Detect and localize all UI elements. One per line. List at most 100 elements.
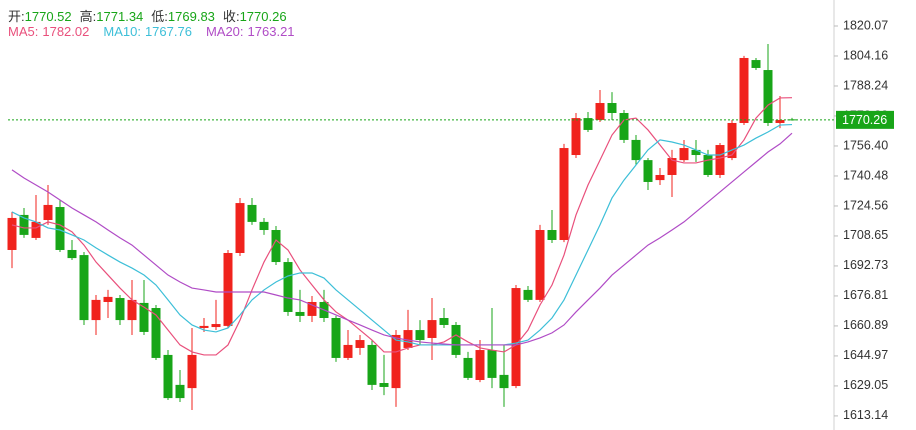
candle-body xyxy=(691,149,701,156)
ohlc-separator: : xyxy=(92,9,97,24)
ohlc-value: 1771.34 xyxy=(96,9,144,24)
candle-body xyxy=(427,320,437,338)
candle-body xyxy=(547,230,557,240)
candle-body xyxy=(631,139,641,161)
legend-separator: : xyxy=(239,24,244,39)
candle-body xyxy=(43,204,53,221)
candle-body xyxy=(475,350,485,380)
ohlc-value: 1770.52 xyxy=(24,9,72,24)
candle-body xyxy=(391,334,401,389)
candle-body xyxy=(487,350,497,378)
candle-body xyxy=(55,207,65,250)
y-tick-label: 1724.56 xyxy=(843,198,888,212)
legend-value: 1763.21 xyxy=(247,24,295,39)
legend-separator: : xyxy=(137,24,141,39)
candle-body xyxy=(403,330,413,348)
candle-body xyxy=(103,296,113,302)
candle-body xyxy=(79,255,89,321)
legend-name: MA10 xyxy=(103,24,138,39)
candle-body xyxy=(595,103,605,120)
current-price-label: 1770.26 xyxy=(842,113,887,127)
y-tick-label: 1740.48 xyxy=(843,168,888,182)
candle-body xyxy=(715,145,725,175)
candle-body xyxy=(451,324,461,355)
ohlc-separator: : xyxy=(235,9,240,24)
y-tick-label: 1804.16 xyxy=(843,48,888,62)
ma-legend: MA5: 1782.02 MA10: 1767.76 MA20: 1763.21 xyxy=(8,24,295,39)
candle-body xyxy=(127,299,137,321)
ohlc-label: 低 xyxy=(151,9,165,24)
candle-body xyxy=(583,118,593,130)
legend-separator: : xyxy=(34,24,39,39)
ohlc-label: 开 xyxy=(8,9,22,24)
candle-body xyxy=(643,160,653,182)
candle-body xyxy=(67,249,77,259)
candle-body xyxy=(607,103,617,113)
candle-body xyxy=(211,324,221,328)
legend-name: MA5 xyxy=(8,24,35,39)
legend-name: MA20 xyxy=(205,24,240,39)
candle-body xyxy=(571,118,581,156)
candle-body xyxy=(295,311,305,316)
y-tick-label: 1676.81 xyxy=(843,288,888,302)
ohlc-label: 高 xyxy=(79,9,93,24)
y-tick-label: 1692.73 xyxy=(843,258,888,272)
candle-body xyxy=(751,60,761,68)
candle-body xyxy=(235,203,245,253)
candle-body xyxy=(463,357,473,378)
candle-body xyxy=(523,289,533,300)
candle-body xyxy=(355,340,365,348)
candle-body xyxy=(415,330,425,341)
ohlc-header: 开:1770.52 高:1771.34 低:1769.83 收:1770.26 xyxy=(8,6,287,25)
candle-body xyxy=(619,112,629,140)
candle-body xyxy=(175,384,185,399)
y-tick-label: 1629.05 xyxy=(843,378,888,392)
legend-value: 1767.76 xyxy=(144,24,192,39)
current-price-box xyxy=(836,110,894,129)
candle-body xyxy=(199,325,209,328)
candle-body xyxy=(163,354,173,399)
candle-body xyxy=(775,119,785,123)
candle-body xyxy=(667,158,677,175)
candle-body xyxy=(679,148,689,161)
ohlc-value: 1770.26 xyxy=(239,9,287,24)
candle-body xyxy=(763,70,773,123)
candle-body xyxy=(247,204,257,222)
ma-line xyxy=(11,97,793,356)
candle-body xyxy=(151,308,161,358)
candle-body xyxy=(331,318,341,358)
candle-body xyxy=(283,262,293,312)
y-tick-label: 1788.24 xyxy=(843,78,888,92)
candle-body xyxy=(511,288,521,387)
y-tick-label: 1644.97 xyxy=(843,348,888,362)
candle-body xyxy=(499,374,509,389)
ohlc-label: 收 xyxy=(222,9,236,24)
candle-body xyxy=(343,344,353,358)
ohlc-separator: : xyxy=(164,9,168,24)
ma-line xyxy=(11,132,793,346)
candle-body xyxy=(535,230,545,300)
y-tick-label: 1756.40 xyxy=(843,138,888,152)
ohlc-separator: : xyxy=(21,9,25,24)
candle-body xyxy=(7,217,17,250)
candle-body xyxy=(19,214,29,235)
candle-body xyxy=(223,252,233,326)
candle-body xyxy=(703,155,713,175)
candle-body xyxy=(115,298,125,321)
candle-body xyxy=(31,221,41,238)
y-tick-label: 1613.14 xyxy=(843,408,888,422)
legend-value: 1782.02 xyxy=(42,24,90,39)
candle-body xyxy=(439,318,449,325)
ohlc-value: 1769.83 xyxy=(167,9,215,24)
candle-body xyxy=(379,383,389,387)
candle-body xyxy=(727,122,737,159)
candle-body xyxy=(367,344,377,385)
candle-body xyxy=(259,221,269,231)
y-tick-label: 1820.07 xyxy=(843,18,888,32)
candle-body xyxy=(187,354,197,389)
ma-line xyxy=(11,123,793,346)
candle-body xyxy=(655,174,665,181)
candle-body xyxy=(307,301,317,316)
